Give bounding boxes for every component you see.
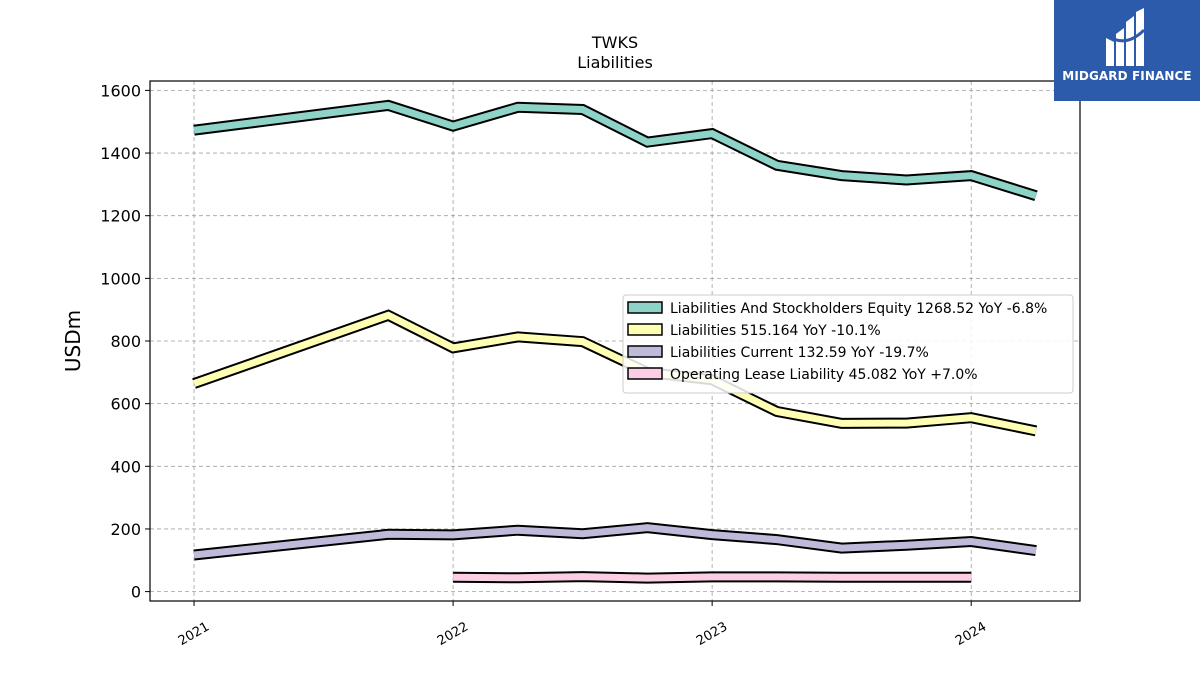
y-tick-label: 800	[110, 332, 141, 351]
legend-swatch	[627, 301, 663, 314]
y-tick-label: 0	[131, 583, 141, 602]
brand-logo: MIDGARD FINANCE	[1054, 0, 1200, 101]
legend-swatch	[627, 323, 663, 336]
y-tick-label: 1200	[100, 207, 141, 226]
y-tick-label: 1600	[100, 81, 141, 100]
x-tick-label: 2022	[435, 619, 471, 649]
legend-swatch	[627, 367, 663, 380]
x-tick-label: 2023	[694, 619, 730, 649]
y-tick-label: 400	[110, 457, 141, 476]
x-tick-label: 2024	[953, 619, 989, 649]
y-axis-label: USDm	[61, 310, 85, 372]
midgard-logo-icon	[1106, 8, 1146, 66]
series-liabilities-current	[193, 522, 1037, 561]
legend-entry: Operating Lease Liability 45.082 YoY +7.…	[670, 367, 978, 383]
legend-entry: Liabilities Current 132.59 YoY -19.7%	[670, 345, 929, 361]
y-tick-label: 200	[110, 520, 141, 539]
series-operating-lease-liability	[453, 571, 972, 584]
series-liabilities-and-stockholders-equity	[193, 99, 1038, 201]
chart-subtitle: Liabilities	[577, 53, 653, 72]
legend: Liabilities And Stockholders Equity 1268…	[622, 294, 1074, 394]
y-tick-label: 1400	[100, 144, 141, 163]
series-line	[193, 524, 1037, 559]
legend-entry: Liabilities 515.164 YoY -10.1%	[670, 323, 881, 339]
y-tick-label: 600	[110, 395, 141, 414]
legend-entry: Liabilities And Stockholders Equity 1268…	[670, 301, 1047, 317]
x-tick-label: 2021	[176, 619, 212, 649]
chart-title: TWKS	[591, 33, 638, 52]
y-tick-label: 1000	[100, 269, 141, 288]
series-line	[193, 101, 1038, 200]
series-line	[453, 573, 972, 582]
legend-swatch	[627, 345, 663, 358]
legend-box	[622, 294, 1074, 394]
brand-name: MIDGARD FINANCE	[1062, 69, 1192, 83]
